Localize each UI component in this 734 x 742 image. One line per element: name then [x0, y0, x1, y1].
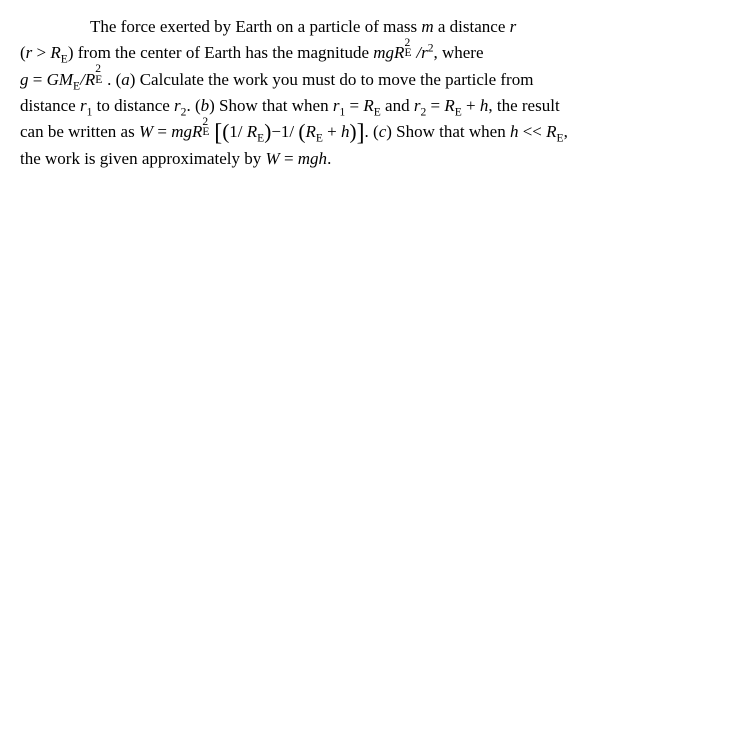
text: . (: [186, 96, 200, 115]
var-RE: R: [50, 43, 60, 62]
var-r: r: [421, 43, 428, 62]
var-W: W: [266, 149, 280, 168]
var-r: r: [510, 17, 517, 36]
text: ) Show that when: [386, 122, 510, 141]
text: =: [426, 96, 444, 115]
part-a: a: [121, 70, 130, 89]
var-RE: R: [247, 122, 257, 141]
text: . (: [107, 70, 121, 89]
var-RE: R: [363, 96, 373, 115]
text: ,: [564, 122, 568, 141]
text: ) Show that when: [209, 96, 333, 115]
var-W: W: [139, 122, 153, 141]
text: =: [345, 96, 363, 115]
text: , where: [433, 43, 483, 62]
text: The force exerted by Earth on a particle…: [90, 17, 421, 36]
expr-mgh: mgh: [298, 149, 327, 168]
var-RE: R: [305, 122, 315, 141]
text: ) Calculate the work you must do to move…: [130, 70, 534, 89]
text: can be written as: [20, 122, 139, 141]
expr-mgR: mgR: [171, 122, 202, 141]
text: >: [32, 43, 50, 62]
var-r1: r: [80, 96, 87, 115]
text: distance: [20, 96, 80, 115]
right-bracket: ]: [357, 120, 365, 146]
text: ) from the center of Earth has the magni…: [68, 43, 373, 62]
right-paren: ): [350, 120, 357, 144]
sub-E: E: [316, 132, 323, 145]
text: =: [29, 70, 47, 89]
text: 1/: [281, 122, 298, 141]
var-RE: R: [546, 122, 556, 141]
sub-E: E: [455, 105, 462, 118]
sub-E: E: [374, 105, 381, 118]
subsup: 2E: [404, 41, 416, 58]
subsup: 2E: [202, 120, 214, 137]
text: 1/: [229, 122, 246, 141]
subsup: 2E: [95, 68, 107, 85]
var-RE: R: [444, 96, 454, 115]
problem-text: The force exerted by Earth on a particle…: [0, 0, 734, 172]
text: =: [280, 149, 298, 168]
var-h: h: [341, 122, 350, 141]
text: =: [153, 122, 171, 141]
text: .: [327, 149, 331, 168]
text: and: [381, 96, 414, 115]
text: +: [462, 96, 480, 115]
text: . (: [365, 122, 379, 141]
text: <<: [518, 122, 546, 141]
text: a distance: [434, 17, 510, 36]
expr-GM: GM: [47, 70, 73, 89]
text: to distance: [92, 96, 174, 115]
var-m: m: [421, 17, 433, 36]
sub-E: E: [557, 132, 564, 145]
text: the work is given approximately by: [20, 149, 266, 168]
text: , the result: [488, 96, 559, 115]
var-r2: r: [174, 96, 181, 115]
sub-E: E: [61, 53, 68, 66]
var-g: g: [20, 70, 29, 89]
minus: −: [271, 122, 281, 141]
expr-mgR: mgR: [373, 43, 404, 62]
text: +: [323, 122, 341, 141]
var-R: R: [85, 70, 95, 89]
